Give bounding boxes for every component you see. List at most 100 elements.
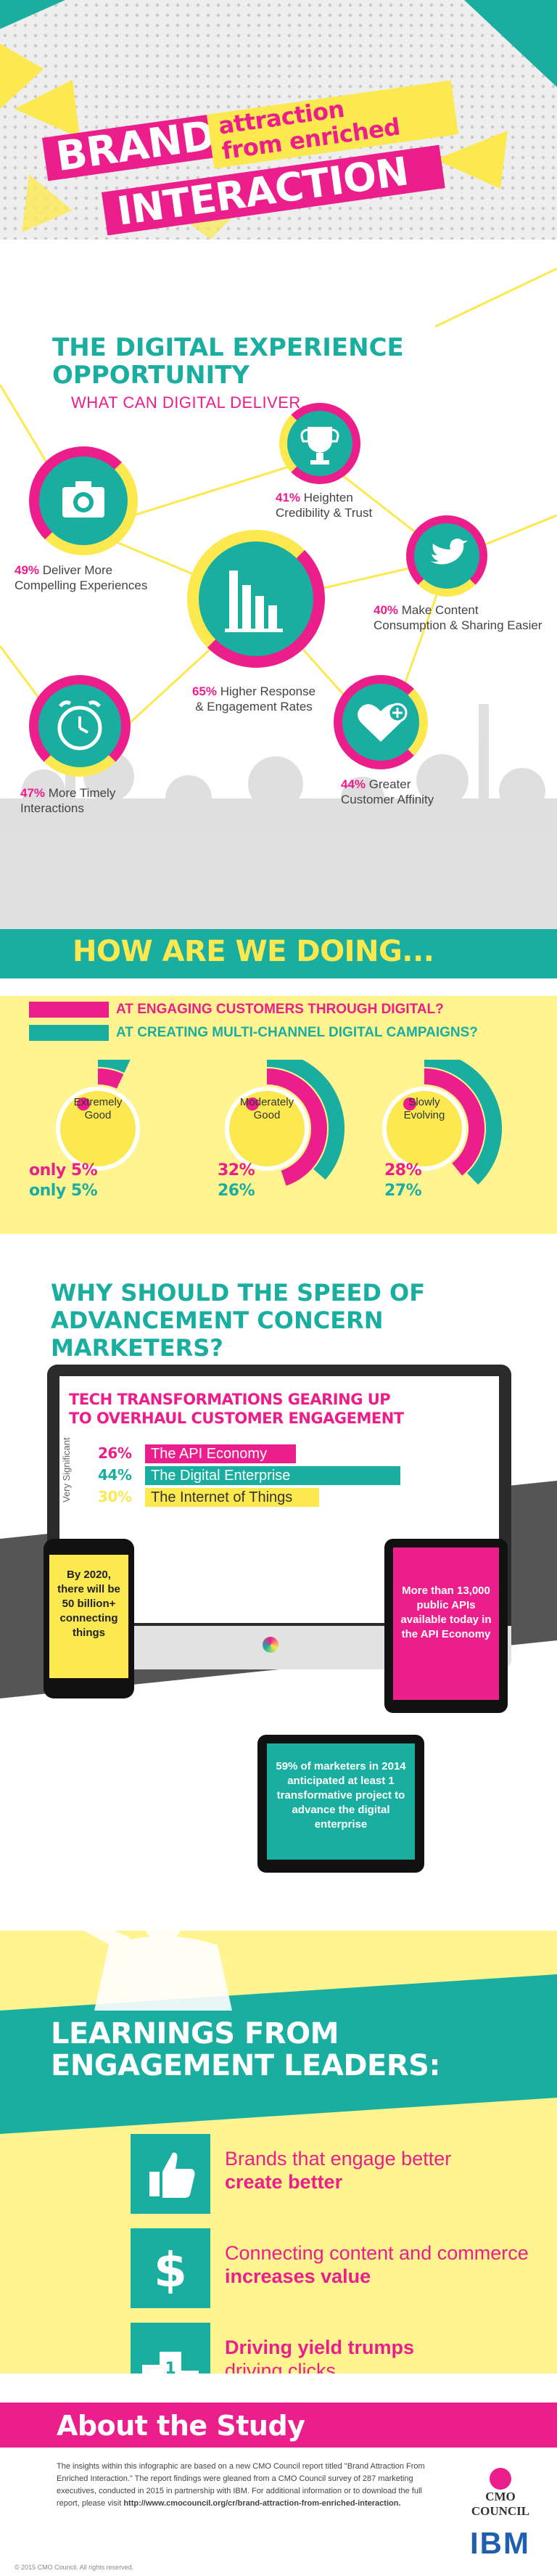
stat-clock-text: 47% More Timely Interactions xyxy=(20,785,165,816)
gauge1-value-a: only 5% xyxy=(29,1161,98,1179)
bar-pct-3: 30% xyxy=(98,1488,132,1505)
gauge-arc-campaigns-3 xyxy=(424,1060,502,1185)
screen-title-line2: TO OVERHAUL CUSTOMER ENGAGEMENT xyxy=(69,1410,404,1427)
gauge-arc-engaging-2 xyxy=(266,1068,327,1186)
stat-bird-ring xyxy=(406,515,487,597)
digital-title-line2: OPPORTUNITY xyxy=(52,361,250,390)
learn-item-3-bold: Driving yield trumps xyxy=(225,2336,415,2358)
svg-text:1: 1 xyxy=(165,2360,176,2378)
gauge2-a: 32% xyxy=(218,1161,255,1179)
gauge-face-icon-2 xyxy=(246,1097,259,1111)
learn-icon-box-2: $ xyxy=(131,2228,210,2308)
axis-label: Very Significant xyxy=(61,1437,72,1502)
header-section: BRAND attraction from enriched INTERACTI… xyxy=(0,0,557,240)
stat-chart-ring xyxy=(187,530,325,668)
how-are-we-doing-section: HOW ARE WE DOING... AT ENGAGING CUSTOMER… xyxy=(0,929,557,1234)
gauge1-label: Extremely Good xyxy=(58,1096,138,1122)
stat-clock-ring xyxy=(29,675,131,777)
stat-heart-line2: Customer Affinity xyxy=(341,793,434,806)
gauge3-label-line1: Slowly xyxy=(408,1096,440,1108)
stat-chart-line1: Higher Response xyxy=(220,684,316,698)
ibm-logo: IBM xyxy=(470,2526,530,2560)
gauge-face-icon-1 xyxy=(77,1097,90,1111)
about-section: About the Study The insights within this… xyxy=(0,2373,557,2576)
legend-campaigns: AT CREATING MULTI-CHANNEL DIGITAL CAMPAI… xyxy=(116,1025,478,1040)
bar-pct-2: 44% xyxy=(98,1466,132,1484)
stat-bird-pct: 40% xyxy=(374,603,399,617)
stat-camera-ring xyxy=(29,446,138,555)
gauge1-label-line1: Extremely xyxy=(73,1096,123,1108)
stat-trophy-pct: 41% xyxy=(276,491,301,504)
gauge1-prefix-b: only xyxy=(29,1182,66,1200)
about-body-text: The insights within this infographic are… xyxy=(57,2462,425,2508)
thumbs-up-icon xyxy=(149,2152,195,2198)
digital-title-line1: THE DIGITAL EXPERIENCE xyxy=(52,333,404,362)
stat-clock-pct: 47% xyxy=(20,786,46,800)
dollar-icon: $ xyxy=(154,2242,187,2298)
stat-trophy-ring xyxy=(279,403,360,484)
monitor-logo xyxy=(263,1637,278,1653)
stat-heart-pct: 44% xyxy=(341,777,366,791)
gauge-disc-2 xyxy=(225,1087,309,1171)
bar-3: The Internet of Things xyxy=(145,1488,319,1507)
stat-chart-pct: 65% xyxy=(191,684,217,698)
about-body: The insights within this infographic are… xyxy=(57,2461,434,2510)
gauge-face-icon-3 xyxy=(403,1097,416,1111)
stat-clock-line1: More Timely xyxy=(48,786,116,800)
stat-bird-text: 40% Make Content Consumption & Sharing E… xyxy=(374,602,548,633)
stat-trophy-line1: Heighten xyxy=(303,491,353,504)
learn-icon-box-1 xyxy=(131,2134,210,2214)
learn-item-1-plain: Brands that engage better xyxy=(225,2148,452,2170)
bar-chart-icon xyxy=(225,571,283,632)
digital-subtitle: WHAT CAN DIGITAL DELIVER... xyxy=(71,393,315,412)
cmo-logo: CMO COUNCIL xyxy=(464,2468,537,2519)
bar-1: The API Economy xyxy=(145,1444,296,1463)
stat-heart-text: 44% Greater Customer Affinity xyxy=(341,777,471,807)
about-title-bar xyxy=(0,2403,557,2448)
stat-camera-line2: Compelling Experiences xyxy=(15,578,148,592)
how-title: HOW ARE WE DOING... xyxy=(73,935,434,968)
gauge-disc-1 xyxy=(56,1087,140,1171)
tablet-screen-text: More than 13,000 public APIs available t… xyxy=(393,1547,499,1700)
gauge3-b: 27% xyxy=(384,1182,422,1200)
why-title-line2: ADVANCEMENT CONCERN MARKETERS? xyxy=(51,1307,384,1362)
learn-item-2-plain: Connecting content and commerce xyxy=(225,2242,529,2264)
svg-text:$: $ xyxy=(154,2242,187,2298)
gauge2-label: Moderately Good xyxy=(223,1096,310,1122)
stat-heart-line1: Greater xyxy=(368,777,411,791)
gauge-arc-campaigns-1 xyxy=(97,1060,131,1074)
bar-pct-1: 26% xyxy=(98,1444,132,1462)
gauge2-b: 26% xyxy=(218,1182,255,1200)
gauge1-b: 5% xyxy=(70,1182,98,1200)
gauge-disc-3 xyxy=(382,1087,466,1171)
gauge1-value-b: only 5% xyxy=(29,1182,98,1200)
learn-background xyxy=(0,1931,557,2424)
stat-camera-text: 49% Deliver More Compelling Experiences xyxy=(15,563,181,593)
stat-camera-line1: Deliver More xyxy=(42,563,113,577)
digital-experience-section: THE DIGITAL EXPERIENCE OPPORTUNITY WHAT … xyxy=(0,240,557,929)
gauge3-a: 28% xyxy=(384,1161,422,1179)
stat-bird-line2: Consumption & Sharing Easier xyxy=(374,618,542,632)
gauges-chart xyxy=(56,1060,502,1186)
gauge3-label: Slowly Evolving xyxy=(384,1096,464,1122)
ipad-screen-text: 59% of marketers in 2014 anticipated at … xyxy=(267,1743,415,1860)
learn-title-line1: LEARNINGS FROM xyxy=(51,2017,339,2050)
legend-teal-swatch xyxy=(29,1025,109,1041)
stat-trophy-line2: Credibility & Trust xyxy=(276,506,373,520)
screen-title-line1: TECH TRANSFORMATIONS GEARING UP xyxy=(69,1391,391,1408)
gauge1-prefix-a: only xyxy=(29,1161,66,1179)
stat-camera-pct: 49% xyxy=(15,563,40,577)
copyright: © 2015 CMO Council. All rights reserved. xyxy=(15,2564,134,2571)
stat-clock-line2: Interactions xyxy=(20,801,84,815)
gauge2-label-line2: Good xyxy=(253,1109,281,1121)
stat-bird-line1: Make Content xyxy=(401,603,479,617)
legend-engaging: AT ENGAGING CUSTOMERS THROUGH DIGITAL? xyxy=(116,1002,444,1017)
why-section: WHY SHOULD THE SPEED OF ADVANCEMENT CONC… xyxy=(0,1234,557,1931)
gauge-arc-engaging-3 xyxy=(424,1068,484,1176)
trophy-icon xyxy=(300,427,339,465)
gauge-arc-engaging-1 xyxy=(97,1068,124,1089)
about-link[interactable]: http://www.cmocouncil.org/cr/brand-attra… xyxy=(123,2499,401,2508)
connector-lines xyxy=(0,267,557,929)
bird-icon xyxy=(430,539,468,565)
bar-2: The Digital Enterprise xyxy=(145,1466,400,1485)
